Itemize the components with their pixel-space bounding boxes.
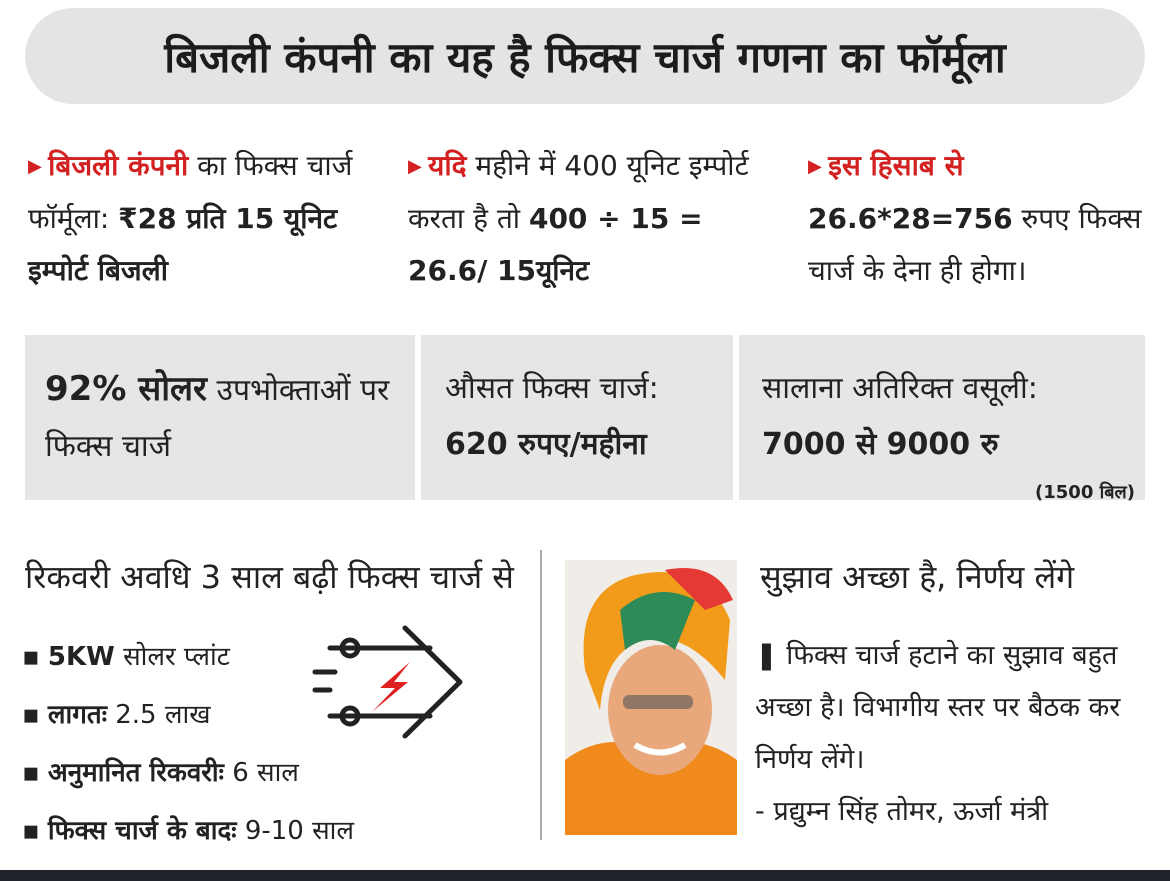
attribution: - प्रद्युम्न सिंह तोमर, ऊर्जा मंत्री — [755, 796, 1049, 827]
value: 9-10 साल — [244, 816, 355, 846]
value: 6 साल — [232, 758, 299, 788]
value: सोलर प्लांट — [123, 642, 230, 672]
value: 2.5 लाख — [115, 700, 211, 730]
label: अनुमानित रिकवरीः — [47, 758, 224, 788]
lead: इस हिसाब से — [808, 149, 964, 182]
text: का फिक्स चार्ज फॉर्मूला: — [28, 149, 353, 235]
label: 5KW — [47, 642, 115, 672]
list-item: फिक्स चार्ज के बादः 9-10 साल — [22, 802, 354, 860]
label: लागतः — [47, 700, 107, 730]
list-item: अनुमानित रिकवरीः 6 साल — [22, 744, 354, 802]
stat: 92% सोलर उपभोक्ताओं पर फिक्स चार्ज — [45, 335, 405, 500]
list-item: लागतः 2.5 लाख — [22, 686, 354, 744]
arrow-icon — [312, 625, 463, 739]
heading: सुझाव अच्छा है, निर्णय लेंगे — [760, 558, 1075, 596]
note: (1500 बिल) — [1035, 482, 1135, 503]
stat: सालाना अतिरिक्त वसूली: 7000 से 9000 रु — [762, 335, 1142, 500]
lead: यदि — [408, 149, 466, 182]
text: सालाना अतिरिक्त वसूली: — [762, 371, 1038, 406]
title: बिजली कंपनी का यह है फिक्स चार्ज गणना का… — [25, 8, 1145, 104]
text: औसत फिक्स चार्ज: — [445, 371, 659, 406]
footer-bar — [0, 870, 1170, 881]
portrait — [565, 560, 737, 835]
bold-text: 400 ÷ 15 = 26.6/ 15यूनिट — [408, 202, 703, 287]
separator — [733, 335, 739, 500]
formula-col: बिजली कंपनी का फिक्स चार्ज फॉर्मूला: ₹28… — [28, 140, 388, 297]
formula-col: यदि महीने में 400 यूनिट इम्पोर्ट करता है… — [408, 140, 768, 297]
heading: रिकवरी अवधि 3 साल बढ़ी फिक्स चार्ज से — [25, 558, 514, 596]
bold-text: 26.6*28=756 — [808, 202, 1013, 235]
separator — [415, 335, 421, 500]
quote-text: फिक्स चार्ज हटाने का सुझाव बहुत अच्छा है… — [755, 640, 1121, 775]
bold-text: 7000 से 9000 रु — [762, 427, 999, 462]
stat: औसत फिक्स चार्ज: 620 रुपए/महीना — [445, 335, 730, 500]
stats-band — [25, 335, 1145, 500]
list-item: 5KW सोलर प्लांट — [22, 628, 354, 686]
text: रुपए फिक्स चार्ज के देना ही होगा। — [808, 202, 1142, 287]
label: फिक्स चार्ज के बादः — [47, 816, 237, 846]
list: 5KW सोलर प्लांट लागतः 2.5 लाख अनुमानित र… — [22, 628, 354, 860]
formula-col: इस हिसाब से 26.6*28=756 रुपए फिक्स चार्ज… — [808, 140, 1153, 297]
lead: बिजली कंपनी — [28, 149, 188, 182]
text: उपभोक्ताओं पर फिक्स चार्ज — [45, 373, 390, 464]
divider — [540, 550, 542, 840]
bold-text: ₹28 प्रति 15 यूनिट इम्पोर्ट बिजली — [28, 202, 338, 287]
quote: ❚ फिक्स चार्ज हटाने का सुझाव बहुत अच्छा … — [755, 640, 1121, 827]
bold-text: 620 रुपए/महीना — [445, 427, 647, 462]
bold-text: 92% सोलर — [45, 369, 207, 409]
text: महीने में 400 यूनिट इम्पोर्ट करता है तो — [408, 149, 749, 235]
